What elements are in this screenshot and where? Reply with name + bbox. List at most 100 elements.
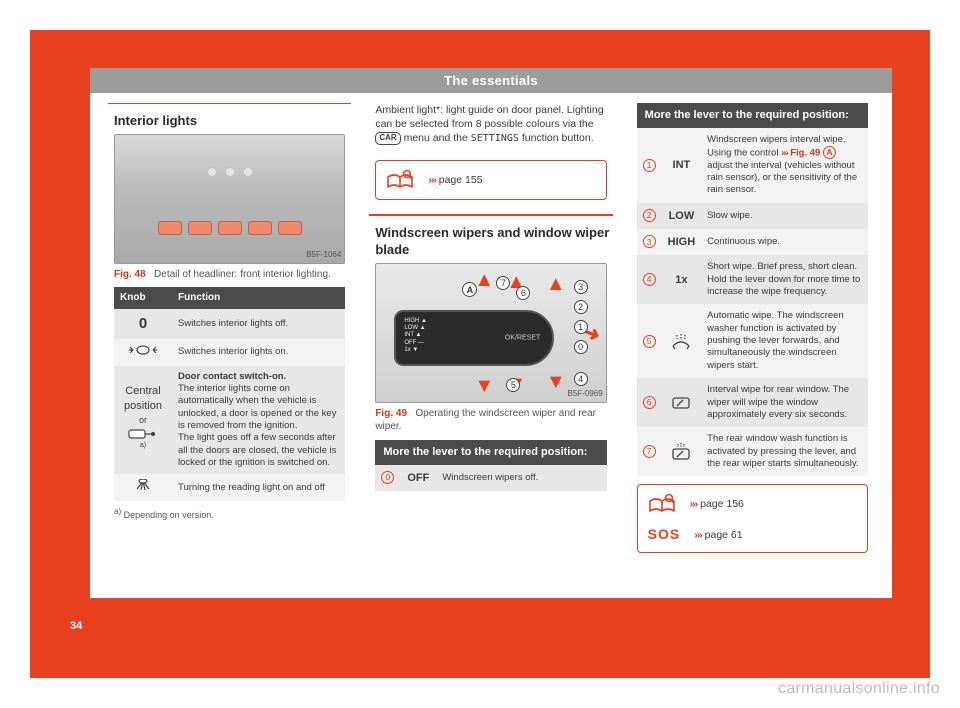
reading-light-icon bbox=[129, 479, 157, 491]
book-icon bbox=[648, 493, 676, 515]
headliner-button bbox=[278, 221, 302, 235]
knob-desc: Switches interior lights on. bbox=[172, 339, 345, 366]
fig49-tag: B5F-0969 bbox=[568, 389, 603, 400]
headliner-button bbox=[188, 221, 212, 235]
arrow-down-icon: ▼ bbox=[546, 372, 566, 392]
section-title: Interior lights bbox=[114, 112, 351, 130]
ambient-light-para: Ambient light*: light guide on door pane… bbox=[375, 103, 606, 146]
ring-number: 2 bbox=[643, 209, 656, 222]
ref-page: page 156 bbox=[700, 498, 744, 510]
th-function: Function bbox=[172, 287, 345, 309]
lever-num: 3 bbox=[637, 229, 662, 255]
reference-box: ››› page 156 SOS ››› page 61 bbox=[637, 484, 868, 553]
lever-symbol: INT bbox=[662, 128, 702, 203]
knob-symbol: Central position or a) bbox=[114, 366, 172, 475]
section-rule bbox=[108, 103, 351, 104]
reference-box: ››› page 155 bbox=[375, 160, 606, 200]
callout-number: 6 bbox=[516, 286, 530, 300]
reference-text: ››› page 156 bbox=[690, 497, 744, 511]
headliner-button bbox=[158, 221, 182, 235]
settings-label: SETTINGS bbox=[471, 133, 519, 144]
para-pre: Ambient light*: light guide on door pane… bbox=[375, 104, 603, 130]
lever-symbol: LOW bbox=[662, 203, 702, 229]
lever-desc: Windscreen wipers off. bbox=[436, 465, 606, 491]
arrows-icon: ››› bbox=[428, 174, 436, 186]
light-on-icon bbox=[129, 344, 157, 356]
section-banner: The essentials bbox=[90, 68, 892, 93]
reference-text: ››› page 155 bbox=[428, 173, 482, 187]
lever-desc: adjust the interval (vehicles without ra… bbox=[707, 160, 857, 196]
headliner-top-buttons bbox=[207, 167, 253, 177]
fig48-tag: B5F-1064 bbox=[306, 250, 341, 261]
knob-line2: or bbox=[120, 414, 166, 426]
ring-number: 6 bbox=[643, 396, 656, 409]
lever-symbol bbox=[662, 304, 702, 378]
knob-function-table: Knob Function 0 Switches interior lights… bbox=[114, 287, 345, 501]
headliner-button bbox=[248, 221, 272, 235]
ring-number: 4 bbox=[643, 273, 656, 286]
reference-row: SOS ››› page 61 bbox=[648, 525, 857, 544]
lever-table: 0 OFF Windscreen wipers off. bbox=[375, 465, 606, 491]
ring-number: 3 bbox=[643, 235, 656, 248]
lever-num: 7 bbox=[637, 427, 662, 476]
ring-number: 7 bbox=[643, 445, 656, 458]
ring-number: 1 bbox=[643, 159, 656, 172]
arrows-icon: ››› bbox=[781, 147, 788, 158]
knob-desc: Turning the reading light on and off bbox=[172, 474, 345, 501]
callout-number: 1 bbox=[574, 320, 588, 334]
lever-symbol: OFF bbox=[400, 465, 436, 491]
para-post: function button. bbox=[519, 132, 594, 144]
lever-num: 0 bbox=[375, 465, 400, 491]
lever-desc: Interval wipe for rear window. The wiper… bbox=[701, 378, 868, 427]
para-mid: menu and the bbox=[401, 132, 471, 144]
reference-text: ››› page 61 bbox=[694, 528, 742, 542]
fig49-caption-text: Operating the windscreen wiper and rear … bbox=[375, 408, 596, 433]
callout-number: 0 bbox=[574, 340, 588, 354]
sos-icon: SOS bbox=[648, 525, 681, 544]
lever-num: 4 bbox=[637, 255, 662, 304]
fig49-caption: Fig. 49 Operating the windscreen wiper a… bbox=[375, 407, 606, 434]
footnote-text: Depending on version. bbox=[124, 510, 214, 520]
lever-desc: Continuous wipe. bbox=[701, 229, 868, 255]
arrow-up-icon: ▲ bbox=[546, 274, 566, 294]
lever-symbol: HIGH bbox=[662, 229, 702, 255]
section-rule bbox=[369, 214, 612, 216]
headliner-indicator bbox=[225, 167, 235, 177]
book-icon bbox=[386, 169, 414, 191]
lever-table-header: More the lever to the required position: bbox=[637, 103, 868, 128]
lever-symbol bbox=[662, 378, 702, 427]
columns: Interior lights B5F-1064 bbox=[90, 93, 892, 598]
fig48-caption: Fig. 48 Detail of headliner: front inter… bbox=[114, 268, 345, 282]
front-wash-icon bbox=[670, 332, 692, 350]
reference-row: ››› page 155 bbox=[386, 169, 595, 191]
fig48-image: B5F-1064 bbox=[114, 134, 345, 264]
section-title: Windscreen wipers and window wiper blade bbox=[375, 224, 612, 259]
fig49-number: Fig. 49 bbox=[375, 408, 407, 419]
lever-symbol: 1x bbox=[662, 255, 702, 304]
ring-number: 5 bbox=[643, 335, 656, 348]
footnote: a) Depending on version. bbox=[114, 507, 345, 521]
column-1: Interior lights B5F-1064 bbox=[108, 103, 351, 592]
lever-desc: Automatic wipe. The windscreen washer fu… bbox=[701, 304, 868, 378]
page-number: 34 bbox=[70, 620, 82, 632]
th-knob: Knob bbox=[114, 287, 172, 309]
column-2: Ambient light*: light guide on door pane… bbox=[369, 103, 612, 592]
callout-number: 4 bbox=[574, 372, 588, 386]
ref-page: page 155 bbox=[439, 174, 483, 186]
car-menu-pill: CAR bbox=[375, 132, 400, 145]
knob-symbol: 0 bbox=[114, 309, 172, 339]
lever-desc: Short wipe. Brief press, short clean. Ho… bbox=[701, 255, 868, 304]
ring-letter: A bbox=[823, 146, 836, 159]
knob-line1: Central position bbox=[120, 384, 166, 414]
knob-symbol bbox=[114, 474, 172, 501]
knob-desc: Switches interior lights off. bbox=[172, 309, 345, 339]
lever-symbol bbox=[662, 427, 702, 476]
knob-desc: Door contact switch-on. The interior lig… bbox=[172, 366, 345, 475]
fig48-caption-text: Detail of headliner: front interior ligh… bbox=[154, 269, 331, 280]
arrows-icon: ››› bbox=[694, 529, 702, 541]
knob-desc-bold: Door contact switch-on. bbox=[178, 371, 286, 382]
reference-row: ››› page 156 bbox=[648, 493, 857, 515]
headliner-button bbox=[218, 221, 242, 235]
callout-number: 3 bbox=[574, 280, 588, 294]
callout-number: 2 bbox=[574, 300, 588, 314]
